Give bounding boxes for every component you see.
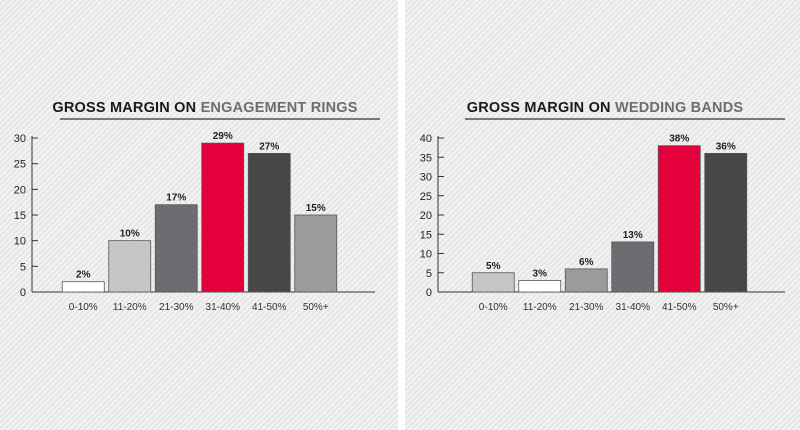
bar-11-20% [518,280,562,293]
chart-title-highlight: ENGAGEMENT RINGS [201,100,358,116]
x-tick-label: 31-40% [616,302,651,313]
bar-31-40% [611,241,655,293]
data-label: 15% [306,203,326,214]
bar-50%+ [294,214,338,293]
chart-panel-wedding-bands: GROSS MARGIN ON WEDDING BANDS 0 5 10 15 20 25 3… [405,0,800,430]
data-label: 36% [716,141,736,152]
bar-21-30% [154,204,198,293]
bar-41-50% [657,145,701,293]
bar-41-50% [247,152,291,293]
bar-31-40% [201,142,245,293]
panel-divider [398,0,405,430]
chart-title: GROSS MARGIN ON WEDDING BANDS [467,100,744,116]
data-label: 10% [120,229,140,240]
data-label: 29% [213,131,233,142]
bar-0-10% [471,272,515,293]
y-tick-label: 0 [20,287,26,299]
y-tick-label: 25 [420,191,432,203]
y-tick-label: 15 [14,210,26,222]
x-tick-label: 11-20% [523,302,557,313]
bar-21-30% [564,268,608,293]
chart-title-prefix: GROSS MARGIN ON [52,100,200,116]
y-tick-label: 20 [420,210,432,222]
chart-wedding-bands: GROSS MARGIN ON WEDDING BANDS 0 5 10 15 20 25 3… [420,100,785,313]
x-tick-label: 21-30% [569,302,604,313]
y-tick-label: 20 [14,184,26,196]
x-tick-label: 41-50% [662,302,697,313]
data-label: 13% [623,230,643,241]
chart-panel-engagement-rings: GROSS MARGIN ON ENGAGEMENT RINGS 0 5 10 15 20… [0,0,398,430]
y-tick-label: 10 [420,249,432,261]
y-tick-label: 35 [420,152,432,164]
y-tick-label: 15 [420,229,432,241]
data-label: 6% [579,257,594,268]
data-label: 27% [259,141,279,152]
x-tick-label: 41-50% [252,302,287,313]
data-label: 2% [76,270,91,281]
y-tick-label: 40 [420,133,432,145]
y-tick-label: 25 [14,159,26,171]
x-tick-label: 0-10% [69,302,98,313]
x-tick-label: 0-10% [479,302,508,313]
data-label: 3% [533,268,548,279]
chart-title: GROSS MARGIN ON ENGAGEMENT RINGS [52,100,357,116]
y-tick-label: 0 [426,287,432,299]
chart-engagement-rings: GROSS MARGIN ON ENGAGEMENT RINGS 0 5 10 15 20… [14,100,380,313]
data-label: 5% [486,261,501,272]
x-tick-label: 50%+ [713,302,739,313]
data-label: 17% [166,193,186,204]
chart-title-prefix: GROSS MARGIN ON [467,100,615,116]
y-tick-label: 30 [14,133,26,145]
bar-11-20% [108,240,152,293]
y-tick-label: 5 [426,268,432,280]
x-tick-label: 21-30% [159,302,194,313]
bar-0-10% [61,281,105,293]
y-tick-label: 5 [20,261,26,273]
chart-title-highlight: WEDDING BANDS [615,100,743,116]
y-tick-label: 10 [14,236,26,248]
bar-50%+ [704,152,748,293]
x-tick-label: 50%+ [303,302,329,313]
y-tick-label: 30 [420,172,432,184]
data-label: 38% [669,134,689,145]
x-tick-label: 31-40% [206,302,241,313]
x-tick-label: 11-20% [113,302,147,313]
